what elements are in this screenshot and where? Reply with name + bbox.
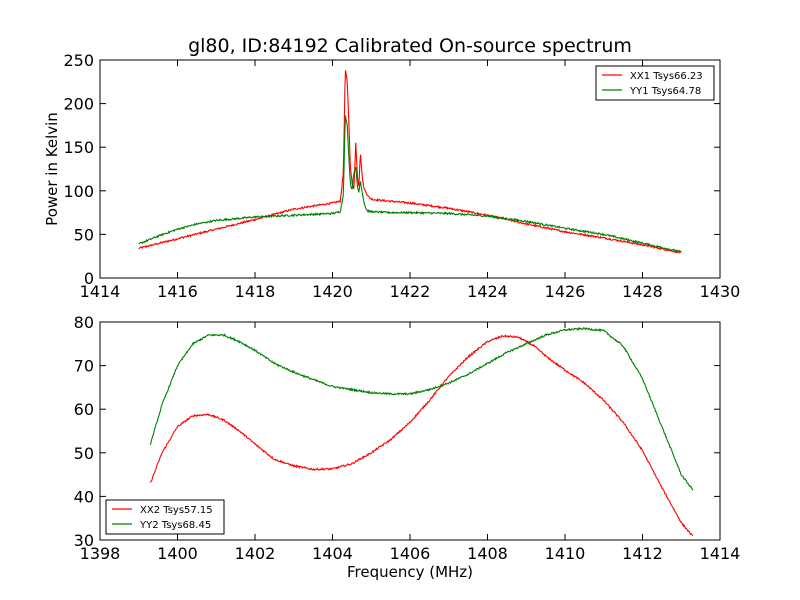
legend-entry-label: XX2 Tsys57.15: [140, 505, 213, 516]
x-tick-label: 1424: [467, 282, 508, 301]
series-line-2: [149, 326, 694, 491]
legend: XX1 Tsys66.23 YY1 Tsys64.78: [595, 65, 715, 101]
legend-entry-label: YY1 Tsys64.78: [629, 86, 701, 97]
y-tick-label: 50: [74, 444, 94, 463]
y-axis-label: Power in Kelvin: [43, 112, 61, 226]
top-panel: Power in Kelvin 1414 1416 1418 1420 1422 1424 1…: [43, 51, 740, 301]
x-tick-label: 1414: [80, 282, 121, 301]
x-tick-label: 1402: [235, 544, 276, 563]
x-tick-label: 1420: [312, 282, 353, 301]
series-line-2: [138, 115, 682, 253]
series-line-1: [149, 334, 694, 537]
legend-entry-label: YY2 Tsys68.45: [139, 520, 211, 531]
x-tick-label: 1410: [545, 544, 586, 563]
x-tick-label: 1404: [312, 544, 353, 563]
x-tick-label: 1412: [622, 544, 663, 563]
x-tick-label: 1408: [467, 544, 508, 563]
x-tick-label: 1398: [80, 544, 121, 563]
legend: XX2 Tsys57.15 YY2 Tsys68.45: [105, 499, 225, 535]
x-tick-label: 1414: [700, 544, 741, 563]
y-tick-label: 60: [74, 400, 94, 419]
legend-box: [595, 65, 715, 101]
x-tick-label: 1422: [390, 282, 431, 301]
legend-box: [105, 499, 225, 535]
x-tick-label: 1400: [157, 544, 198, 563]
x-tick-label: 1430: [700, 282, 741, 301]
y-tick-label: 250: [63, 51, 94, 70]
chart-title: gl80, ID:84192 Calibrated On-source spec…: [188, 35, 632, 57]
y-tick-label: 150: [63, 138, 94, 157]
x-tick-label: 1416: [157, 282, 198, 301]
x-tick-label: 1428: [622, 282, 663, 301]
x-tick-label: 1406: [390, 544, 431, 563]
y-tick-label: 200: [63, 95, 94, 114]
y-tick-label: 50: [74, 225, 94, 244]
y-tick-label: 80: [74, 313, 94, 332]
y-tick-label: 100: [63, 182, 94, 201]
y-tick-label: 30: [74, 531, 94, 550]
bottom-panel: 1398 1400 1402 1404 1406 1408 1410 1412 1414 30 40…: [74, 313, 741, 563]
x-axis-label: Frequency (MHz): [347, 563, 473, 581]
y-tick-label: 0: [84, 269, 94, 288]
legend-entry-label: XX1 Tsys66.23: [630, 71, 703, 82]
x-tick-label: 1426: [545, 282, 586, 301]
y-tick-label: 40: [74, 487, 94, 506]
y-tick-label: 70: [74, 357, 94, 376]
x-tick-label: 1418: [235, 282, 276, 301]
series-line-1: [138, 70, 682, 254]
